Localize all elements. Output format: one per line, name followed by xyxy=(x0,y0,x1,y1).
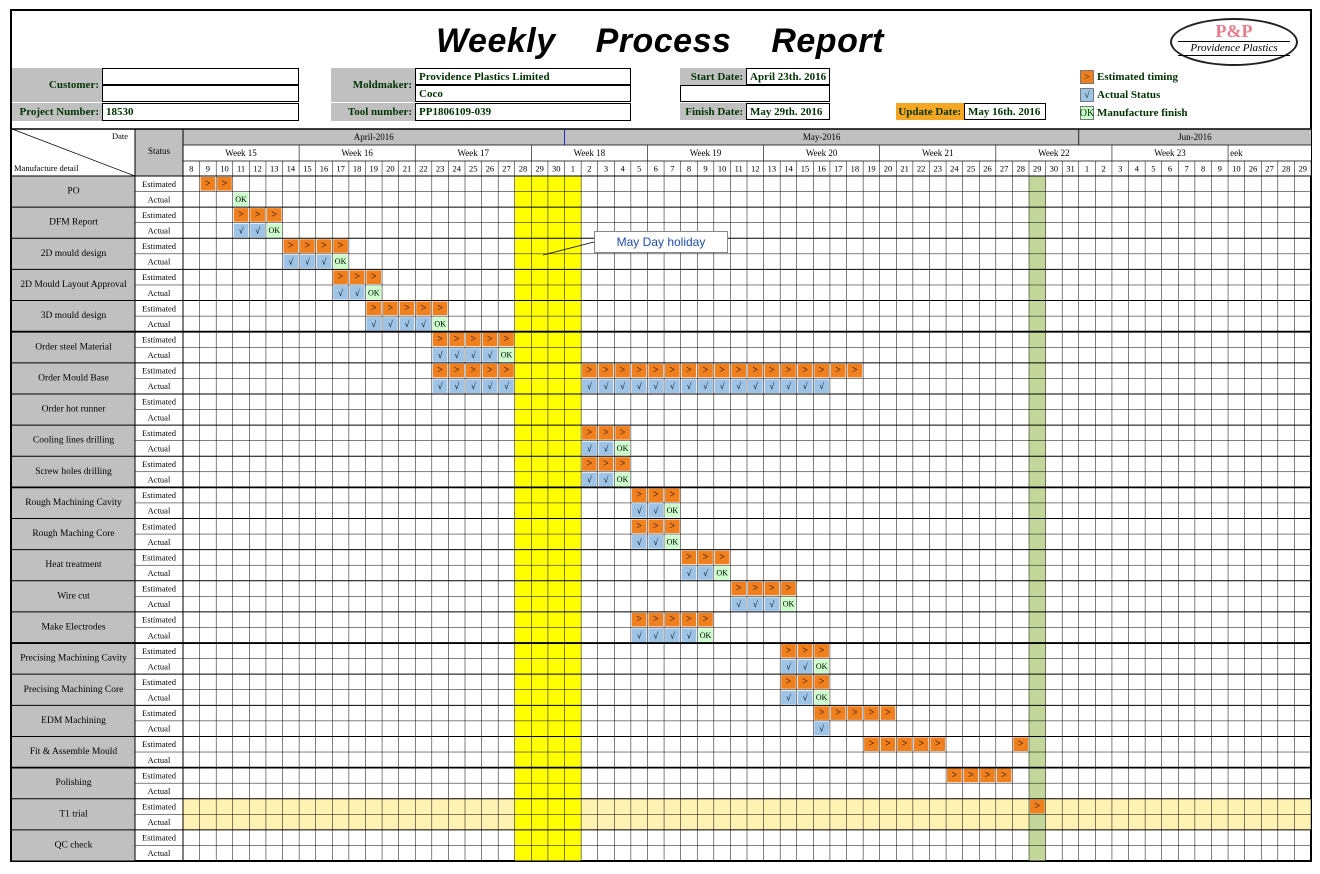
finish-date-label: Finish Date: xyxy=(680,103,746,120)
legend-estimated-label: Estimated timing xyxy=(1097,71,1178,83)
project-number-field[interactable]: 18530 xyxy=(102,103,299,121)
legend-estimated-swatch: > xyxy=(1080,70,1094,84)
update-date-field[interactable]: May 16th. 2016 xyxy=(964,103,1046,120)
finish-date-field[interactable]: May 29th. 2016 xyxy=(746,103,830,120)
customer-field[interactable] xyxy=(102,68,299,85)
project-number-label: Project Number: xyxy=(12,103,102,121)
tool-number-label: Tool number: xyxy=(331,103,415,121)
legend-actual-label: Actual Status xyxy=(1097,89,1161,101)
moldmaker-contact-field[interactable]: Coco xyxy=(415,85,631,102)
holiday-callout: May Day holiday xyxy=(594,231,728,253)
page-title: Weekly Process Report xyxy=(436,22,884,60)
legend-estimated: > Estimated timing xyxy=(1080,70,1178,84)
legend-finish: OK Manufacture finish xyxy=(1080,106,1188,120)
legend-finish-label: Manufacture finish xyxy=(1097,107,1188,119)
tool-number-field[interactable]: PP1806109-039 xyxy=(415,103,631,121)
moldmaker-label: Moldmaker: xyxy=(331,68,415,102)
logo-name: Providence Plastics xyxy=(1178,41,1290,56)
report-frame xyxy=(10,9,1312,862)
legend-finish-swatch: OK xyxy=(1079,106,1095,120)
customer-label: Customer: xyxy=(12,68,102,102)
update-date-label: Update Date: xyxy=(896,103,964,120)
dates-spacer xyxy=(680,85,830,102)
moldmaker-field[interactable]: Providence Plastics Limited xyxy=(415,68,631,85)
legend-actual-swatch: √ xyxy=(1080,88,1094,102)
customer-field-2[interactable] xyxy=(102,85,299,102)
legend-actual: √ Actual Status xyxy=(1080,88,1160,102)
company-logo: P&P Providence Plastics xyxy=(1170,18,1298,66)
start-date-label: Start Date: xyxy=(680,68,746,85)
logo-brand: P&P xyxy=(1215,21,1253,41)
start-date-field[interactable]: April 23th. 2016 xyxy=(746,68,830,85)
